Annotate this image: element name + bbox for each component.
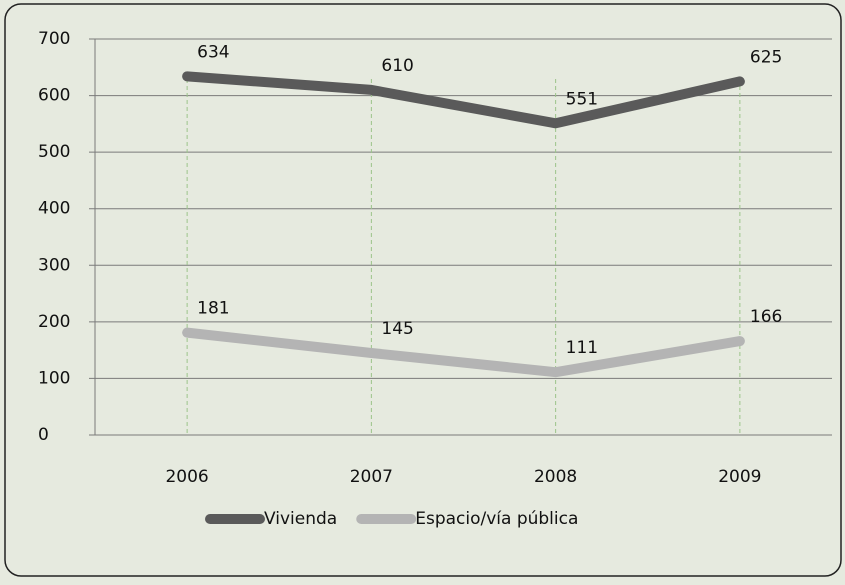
data-label: 145 (381, 319, 413, 339)
series-line (182, 71, 745, 129)
x-tick-label: 2007 (350, 467, 393, 487)
y-tick-label: 0 (38, 425, 49, 445)
legend-label: Espacio/vía pública (415, 509, 578, 529)
y-tick-label: 300 (38, 255, 70, 275)
chart-frame (4, 3, 842, 577)
data-label: 181 (197, 299, 229, 319)
data-label: 551 (566, 89, 598, 109)
y-tick-label: 400 (38, 199, 70, 219)
x-tick-label: 2009 (718, 467, 761, 487)
y-tick-label: 100 (38, 368, 70, 388)
data-label: 625 (750, 47, 782, 67)
data-label: 634 (197, 42, 229, 62)
x-tick-label: 2008 (534, 467, 577, 487)
series-line (182, 327, 745, 378)
data-label: 166 (750, 307, 782, 327)
y-tick-label: 200 (38, 312, 70, 332)
legend-label: Vivienda (264, 509, 337, 529)
y-tick-label: 500 (38, 142, 70, 162)
y-tick-label: 600 (38, 86, 70, 106)
data-label: 111 (566, 338, 598, 358)
y-tick-label: 700 (38, 29, 70, 49)
data-label: 610 (381, 56, 413, 76)
x-tick-label: 2006 (165, 467, 208, 487)
